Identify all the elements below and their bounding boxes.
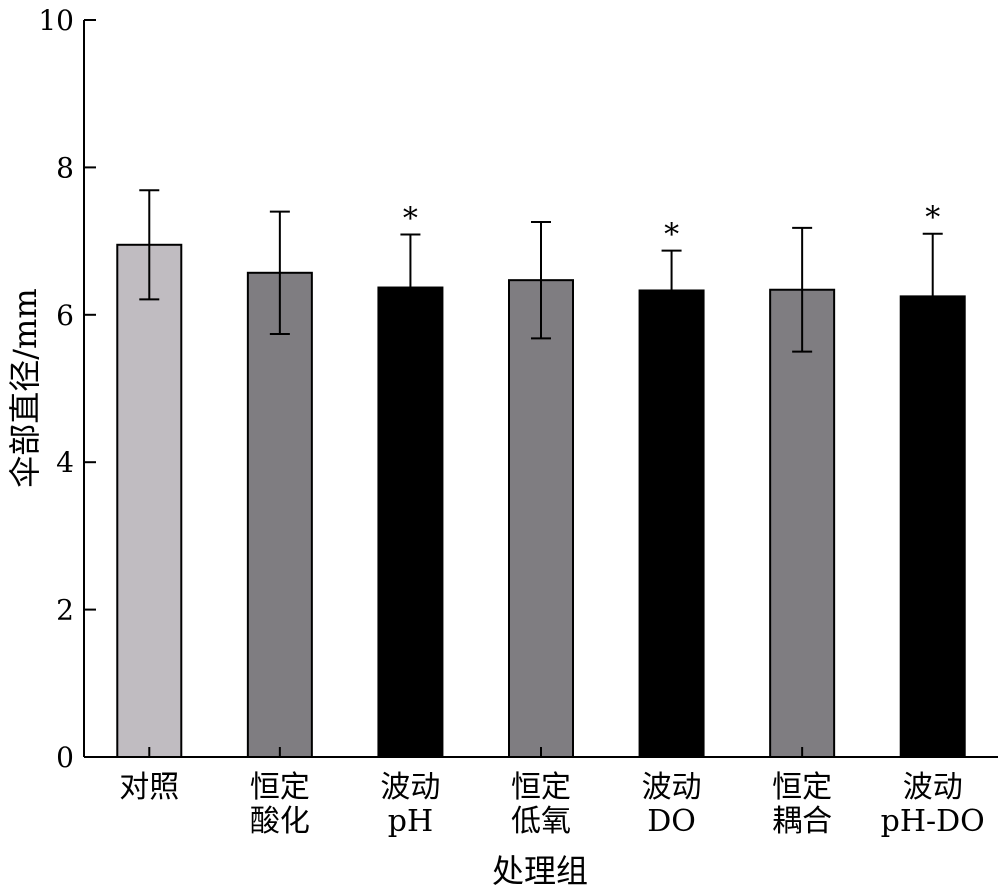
x-tick-label-line: 酸化 xyxy=(250,804,310,839)
x-tick-label-line: 对照 xyxy=(119,770,179,805)
x-tick-label: 波动 pH xyxy=(380,770,440,839)
y-tick-label: 4 xyxy=(56,446,74,479)
x-tick-label-line: pH-DO xyxy=(881,804,985,839)
x-tick-label-line: pH xyxy=(388,804,433,839)
bars: * * * xyxy=(116,189,966,759)
bar xyxy=(899,295,966,758)
x-tick-label-line: 恒定 xyxy=(772,770,832,805)
x-tick-label: 对照 xyxy=(119,770,179,805)
bar xyxy=(769,288,836,758)
x-tick-label-line: 波动 xyxy=(380,770,440,805)
bar xyxy=(508,279,574,758)
significance-mark: * xyxy=(403,201,418,236)
x-tick-label: 波动 pH-DO xyxy=(881,770,985,839)
x-tick-label-line: 波动 xyxy=(903,770,963,805)
x-tick-label-line: 波动 xyxy=(642,770,702,805)
x-tick-label: 波动 DO xyxy=(642,770,702,839)
y-axis-title: 伞部直径/mm xyxy=(6,288,44,487)
y-tick-label: 8 xyxy=(56,151,74,184)
y-tick-label: 6 xyxy=(56,299,74,332)
bar xyxy=(377,286,444,758)
x-tick-label-line: 耦合 xyxy=(772,804,832,839)
x-tick-label-line: 恒定 xyxy=(511,770,571,805)
x-tick-label: 恒定酸化 xyxy=(250,770,310,839)
x-tick-label: 恒定低氧 xyxy=(511,770,571,839)
bar xyxy=(116,243,183,759)
y-tick-label: 0 xyxy=(56,741,74,774)
x-tick-label: 恒定耦合 xyxy=(772,770,832,839)
bar xyxy=(246,271,313,758)
x-axis-title: 处理组 xyxy=(492,852,588,890)
y-tick-label: 2 xyxy=(56,594,74,627)
x-tick-label-line: 恒定 xyxy=(250,770,310,805)
bar xyxy=(638,289,705,758)
significance-mark: * xyxy=(925,201,940,236)
significance-mark: * xyxy=(664,218,679,253)
y-axis: 0 2 4 6 8 10 xyxy=(38,4,96,774)
x-tick-label-line: DO xyxy=(647,804,696,839)
y-tick-label: 10 xyxy=(38,4,74,37)
x-tick-label-line: 低氧 xyxy=(511,804,571,839)
